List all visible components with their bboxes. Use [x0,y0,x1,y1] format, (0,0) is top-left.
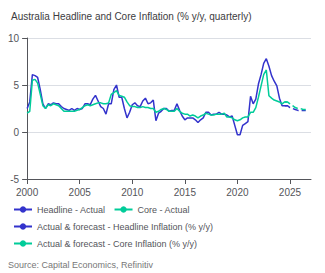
svg-text:2000: 2000 [16,187,39,198]
svg-text:2015: 2015 [174,187,197,198]
svg-text:Core - Actual: Core - Actual [138,205,190,215]
svg-text:Australia Headline and Core In: Australia Headline and Core Inflation (%… [11,11,251,22]
svg-text:Actual & forecast - Headline I: Actual & forecast - Headline Inflation (… [37,222,213,232]
svg-text:Headline - Actual: Headline - Actual [37,205,105,215]
svg-text:2010: 2010 [121,187,144,198]
svg-text:Actual & forecast - Core Infla: Actual & forecast - Core Inflation (% y/… [37,239,197,249]
svg-text:2020: 2020 [226,187,249,198]
svg-text:10: 10 [8,33,20,44]
svg-text:5: 5 [14,80,20,91]
svg-text:2025: 2025 [279,187,302,198]
svg-text:2005: 2005 [69,187,92,198]
svg-text:-5: -5 [10,174,19,185]
svg-text:Source: Capital Economics, Ref: Source: Capital Economics, Refinitiv [8,260,154,270]
svg-text:0: 0 [14,127,20,138]
